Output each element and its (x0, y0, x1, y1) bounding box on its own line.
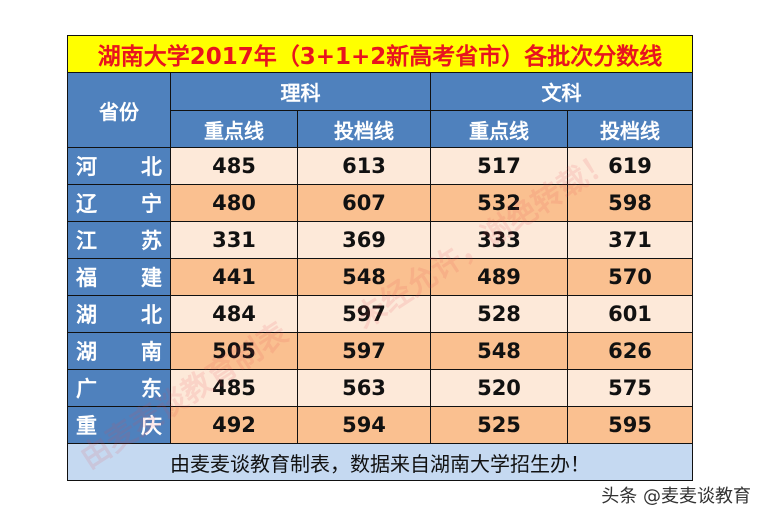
arts-key-line: 548 (430, 332, 568, 370)
arts-key-line: 525 (430, 406, 568, 444)
arts-key-line: 528 (430, 295, 568, 333)
source-credit: 头条 @麦麦谈教育 (601, 486, 751, 507)
province-char: 北 (141, 155, 162, 179)
science-key-line: 480 (170, 184, 298, 222)
science-key-line-header: 重点线 (170, 110, 298, 148)
science-admission-line: 597 (297, 295, 431, 333)
province-char: 南 (141, 340, 162, 364)
science-admission-line: 594 (297, 406, 431, 444)
arts-key-line: 520 (430, 369, 568, 407)
arts-header: 文科 (430, 72, 693, 111)
science-key-line: 331 (170, 221, 298, 259)
province-char: 北 (141, 303, 162, 327)
province-header: 省份 (67, 72, 171, 148)
science-admission-line: 548 (297, 258, 431, 296)
table-row: 湖北 484 597 528 601 (67, 295, 693, 333)
province-cell: 江苏 (67, 221, 171, 259)
province-cell: 广东 (67, 369, 171, 407)
province-char: 湖 (76, 340, 97, 364)
province-char: 河 (76, 155, 97, 179)
science-admission-line: 563 (297, 369, 431, 407)
table-row: 辽宁 480 607 532 598 (67, 184, 693, 222)
province-char: 庆 (141, 414, 162, 438)
science-admission-line: 607 (297, 184, 431, 222)
province-char: 重 (76, 414, 97, 438)
arts-key-line-header: 重点线 (430, 110, 568, 148)
province-cell: 湖南 (67, 332, 171, 370)
province-cell: 福建 (67, 258, 171, 296)
arts-admission-line: 575 (567, 369, 693, 407)
table-row: 江苏 331 369 333 371 (67, 221, 693, 259)
science-key-line: 485 (170, 369, 298, 407)
arts-admission-line: 371 (567, 221, 693, 259)
science-admission-line: 369 (297, 221, 431, 259)
science-key-line: 441 (170, 258, 298, 296)
province-cell: 重庆 (67, 406, 171, 444)
science-admission-line: 613 (297, 147, 431, 185)
arts-admission-line: 601 (567, 295, 693, 333)
province-char: 福 (76, 266, 97, 290)
arts-key-line: 489 (430, 258, 568, 296)
table-title: 湖南大学2017年（3+1+2新高考省市）各批次分数线 (67, 35, 693, 73)
arts-key-line: 532 (430, 184, 568, 222)
table-footer-note: 由麦麦谈教育制表，数据来自湖南大学招生办！ (67, 443, 693, 481)
arts-admission-line: 570 (567, 258, 693, 296)
table-row: 湖南 505 597 548 626 (67, 332, 693, 370)
province-char: 宁 (141, 192, 162, 216)
province-char: 东 (141, 377, 162, 401)
science-header: 理科 (170, 72, 431, 111)
province-cell: 河北 (67, 147, 171, 185)
arts-admission-line: 598 (567, 184, 693, 222)
province-char: 建 (141, 266, 162, 290)
arts-key-line: 333 (430, 221, 568, 259)
arts-admission-line: 595 (567, 406, 693, 444)
table-row: 广东 485 563 520 575 (67, 369, 693, 407)
province-char: 辽 (76, 192, 97, 216)
arts-key-line: 517 (430, 147, 568, 185)
province-cell: 湖北 (67, 295, 171, 333)
province-char: 江 (76, 229, 97, 253)
science-key-line: 492 (170, 406, 298, 444)
science-key-line: 484 (170, 295, 298, 333)
table-row: 福建 441 548 489 570 (67, 258, 693, 296)
science-admission-line: 597 (297, 332, 431, 370)
province-char: 苏 (141, 229, 162, 253)
province-cell: 辽宁 (67, 184, 171, 222)
score-table: 湖南大学2017年（3+1+2新高考省市）各批次分数线 省份 理科 文科 重点线… (67, 35, 693, 481)
arts-admission-line: 626 (567, 332, 693, 370)
arts-admission-line: 619 (567, 147, 693, 185)
province-char: 湖 (76, 303, 97, 327)
science-admission-line-header: 投档线 (297, 110, 431, 148)
science-key-line: 485 (170, 147, 298, 185)
science-key-line: 505 (170, 332, 298, 370)
table-row: 重庆 492 594 525 595 (67, 406, 693, 444)
province-char: 广 (76, 377, 97, 401)
arts-admission-line-header: 投档线 (567, 110, 693, 148)
table-row: 河北 485 613 517 619 (67, 147, 693, 185)
